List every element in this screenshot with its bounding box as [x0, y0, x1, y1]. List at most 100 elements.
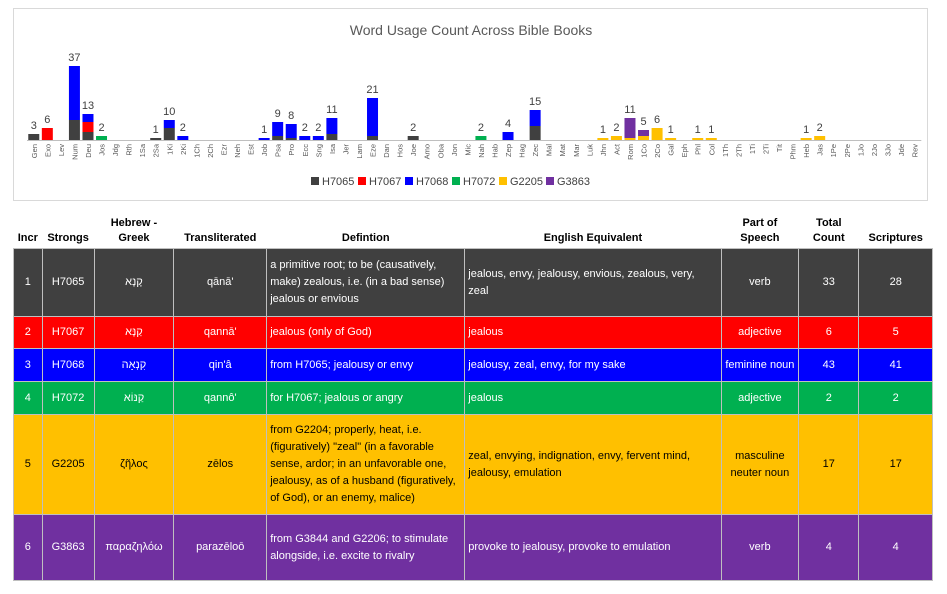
header-original-line1: Hebrew -	[110, 217, 158, 229]
cell-incr: 2	[13, 316, 43, 349]
cell-part-of-speech: verb	[720, 248, 800, 317]
bar-segment-H7065-Gen	[28, 134, 40, 140]
stacked-bar-chart: Word Usage Count Across Bible Books 3 637…	[27, 22, 922, 188]
data-label-Col: 1	[708, 124, 714, 136]
bar-segment-H7065-Deu	[82, 132, 94, 140]
x-tick-label: 2Th	[734, 144, 743, 157]
x-tick-label: Jon	[450, 144, 459, 156]
cell-strongs: H7072	[41, 381, 95, 415]
bar-segment-H7068-Zep	[502, 132, 514, 140]
x-tick-label: Nah	[477, 144, 486, 158]
cell-scriptures: 2	[858, 381, 933, 415]
data-label-Zep: 4	[505, 118, 511, 130]
data-label-Deu: 13	[82, 100, 94, 112]
legend-label-G3863: G3863	[557, 176, 590, 188]
cell-part-of-speech: feminine noun	[720, 348, 800, 382]
legend-swatch-H7068	[405, 177, 413, 185]
x-tick-label: Jde	[897, 144, 906, 156]
cell-transliterated: qannô'	[173, 381, 268, 415]
cell-english: jealous, envy, jealousy, envious, zealou…	[464, 248, 722, 317]
x-tick-label: Phm	[789, 144, 798, 159]
bar-segment-G2205-Act	[610, 136, 622, 140]
data-label-Exo: 6	[44, 114, 50, 126]
bar-segment-G2205-1Co	[638, 136, 650, 140]
legend-swatch-G2205	[499, 177, 507, 185]
cell-scriptures: 5	[858, 316, 933, 349]
data-label-Pro: 8	[288, 110, 294, 122]
bar-segment-H7068-Sng	[312, 136, 324, 140]
bar-segment-H7065-Zec	[529, 126, 541, 140]
data-label-Sng: 2	[315, 122, 321, 134]
x-tick-label: Zep	[504, 144, 513, 157]
cell-definition: jealous (only of God)	[266, 316, 466, 349]
cell-incr: 4	[13, 381, 43, 415]
x-tick-label: Lev	[57, 144, 66, 156]
cell-definition: a primitive root; to be (causatively, ma…	[266, 248, 466, 317]
data-label-Job: 1	[261, 124, 267, 136]
x-tick-label: Hag	[518, 144, 527, 158]
header-total-count: Total Count	[799, 214, 859, 249]
bar-segment-H7068-2Ki	[177, 136, 189, 140]
cell-strongs: G3863	[41, 514, 95, 581]
bar-segment-G3863-1Co	[638, 130, 650, 136]
cell-original: παραζηλόω	[93, 514, 175, 581]
data-label-Gen: 3	[31, 120, 37, 132]
cell-transliterated: qannā'	[173, 316, 268, 349]
table-header-row: Incr Strongs Hebrew - Greek Transliterate…	[14, 214, 933, 249]
cell-original: קַנּוֹא	[93, 381, 175, 415]
x-tick-label: Rth	[125, 144, 134, 156]
bar-segment-H7068-Isa	[326, 118, 338, 134]
x-tick-label: 1Ch	[192, 144, 201, 158]
header-scriptures: Scriptures	[868, 232, 923, 244]
header-pos-line2: Speech	[740, 232, 780, 244]
x-tick-label: 2Ti	[761, 144, 770, 154]
legend-label-G2205: G2205	[510, 176, 543, 188]
data-label-2Co: 6	[654, 114, 660, 126]
bar-segment-H7065-Isa	[326, 134, 338, 140]
header-total-line1: Total	[816, 217, 842, 229]
x-tick-label: Eze	[369, 144, 378, 157]
x-tick-label: Gal	[667, 144, 676, 156]
bar-segment-H7065-1Ki	[163, 128, 175, 140]
x-tick-label: 1Ki	[165, 144, 174, 155]
x-tick-label: Rom	[626, 144, 635, 160]
cell-total-count: 6	[798, 316, 860, 349]
bar-segment-H7068-Pro	[285, 124, 297, 138]
data-label-Psa: 9	[275, 108, 281, 120]
bar-segment-H7067-Exo	[41, 128, 53, 140]
data-label-Num: 37	[68, 52, 80, 64]
cell-total-count: 4	[798, 514, 860, 581]
legend-swatch-H7072	[452, 177, 460, 185]
data-label-Joe: 2	[410, 122, 416, 134]
cell-transliterated: zēlos	[173, 414, 268, 515]
x-tick-label: Hos	[396, 144, 405, 158]
x-tick-label: Dan	[382, 144, 391, 158]
table-row: 1 H7065 קָנָא qānā' a primitive root; to be …	[13, 248, 933, 317]
header-english: English Equivalent	[543, 232, 643, 244]
header-transliterated: Transliterated	[184, 232, 257, 244]
legend-swatch-H7067	[358, 177, 366, 185]
bar-segment-H7065-Pro	[285, 138, 297, 140]
x-tick-label: Jer	[341, 144, 350, 155]
header-strongs: Strongs	[47, 232, 89, 244]
x-tick-label: Jdg	[111, 144, 120, 156]
cell-scriptures: 41	[858, 348, 933, 382]
x-tick-label: Neh	[233, 144, 242, 158]
x-tick-label: Tit	[775, 143, 784, 152]
data-label-2Ki: 2	[180, 122, 186, 134]
bar-segment-H7068-Psa	[272, 122, 284, 136]
data-label-Rom: 11	[624, 104, 635, 116]
bar-segment-G2205-Gal	[665, 138, 677, 140]
bar-segment-G2205-Jas	[814, 136, 826, 140]
bar-segment-H7068-Eze	[367, 98, 379, 136]
bar-segment-H7072-Jos	[96, 136, 108, 140]
legend-label-H7068: H7068	[416, 176, 448, 188]
cell-scriptures: 28	[858, 248, 933, 317]
legend-swatch-H7065	[311, 177, 319, 185]
bar-segment-H7065-2Sa	[150, 138, 162, 140]
bar-segment-H7068-Job	[258, 138, 270, 140]
header-incr: Incr	[17, 232, 38, 244]
x-tick-label: Amo	[423, 144, 432, 159]
bar-segment-H7068-Deu	[82, 114, 94, 122]
cell-transliterated: parazēloō	[173, 514, 268, 581]
